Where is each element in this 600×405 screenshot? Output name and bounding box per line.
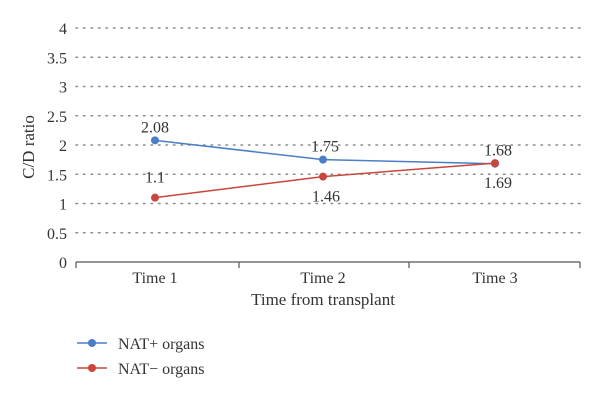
gridlines	[75, 27, 581, 234]
data-labels: 2.08 1.75 1.68 1.1 1.46 1.69	[141, 119, 512, 205]
y-tick-label: 3.5	[47, 50, 67, 67]
y-tick-label: 3	[59, 80, 67, 97]
series	[151, 136, 499, 202]
legend-item-nat-minus: NAT− organs	[77, 361, 205, 378]
y-tick-labels: 0 0.5 1 1.5 2 2.5 3 3.5 4	[47, 21, 67, 272]
x-tick-label: Time 1	[132, 270, 177, 287]
legend-label-nat-minus: NAT− organs	[118, 361, 205, 378]
data-point	[151, 136, 159, 145]
legend-item-nat-plus: NAT+ organs	[77, 336, 205, 353]
data-point	[319, 172, 327, 181]
y-tick-label: 1.5	[47, 167, 67, 184]
data-label: 1.1	[145, 170, 165, 187]
legend-marker-nat-plus	[88, 339, 96, 347]
data-label: 1.75	[311, 139, 339, 156]
y-tick-label: 2	[59, 138, 67, 155]
data-label: 1.46	[312, 189, 340, 206]
y-axis-title: C/D ratio	[19, 115, 38, 179]
y-tick-label: 0.5	[47, 226, 67, 243]
legend: NAT+ organs NAT− organs	[77, 336, 205, 378]
data-point	[151, 193, 159, 202]
data-point	[491, 159, 499, 168]
data-label: 1.69	[484, 175, 512, 192]
y-tick-label: 1	[59, 197, 67, 214]
y-tick-label: 0	[59, 255, 67, 272]
y-tick-label: 4	[59, 21, 67, 38]
data-label: 1.68	[484, 143, 512, 160]
axes	[75, 261, 581, 268]
data-point	[319, 155, 327, 164]
data-label: 2.08	[141, 119, 169, 136]
x-axis-title: Time from transplant	[251, 290, 395, 309]
x-tick-labels: Time 1 Time 2 Time 3	[132, 270, 517, 287]
x-tick-label: Time 3	[472, 270, 517, 287]
legend-label-nat-plus: NAT+ organs	[118, 336, 205, 353]
legend-marker-nat-minus	[88, 364, 96, 372]
x-tick-label: Time 2	[300, 270, 345, 287]
y-tick-label: 2.5	[47, 109, 67, 126]
